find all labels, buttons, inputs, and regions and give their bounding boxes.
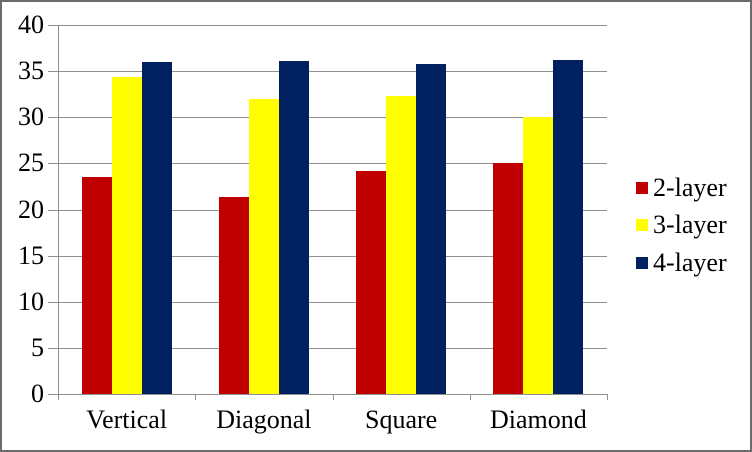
- x-axis-category-label: Diamond: [489, 405, 587, 434]
- y-axis-tick-label: 10: [18, 286, 44, 316]
- gridline: [58, 347, 607, 349]
- y-axis-tick-label: 30: [18, 102, 44, 132]
- legend-item-3-layer: 3-layer: [636, 207, 727, 245]
- y-axis-tick: [48, 255, 58, 257]
- y-axis-tick: [48, 394, 58, 395]
- legend: 2-layer 3-layer 4-layer: [636, 169, 727, 282]
- y-axis-tick: [48, 163, 58, 165]
- bar-4-layer-square: [416, 63, 447, 394]
- legend-label: 2-layer: [653, 172, 727, 202]
- bar-2-layer-square: [356, 170, 387, 394]
- legend-marker-icon: [636, 257, 648, 270]
- x-axis-category-label: Vertical: [86, 405, 168, 434]
- bar-2-layer-diagonal: [218, 196, 249, 394]
- y-axis-tick: [48, 209, 58, 211]
- bar-3-layer-square: [386, 96, 417, 394]
- y-axis-tick: [48, 25, 58, 26]
- legend-marker-icon: [636, 219, 648, 232]
- x-axis-category-label: Diagonal: [216, 405, 312, 434]
- x-axis-tick: [58, 394, 59, 400]
- legend-label: 4-layer: [653, 248, 727, 278]
- bar-3-layer-diagonal: [248, 98, 279, 394]
- gridline: [58, 163, 607, 165]
- x-axis-tick: [332, 394, 334, 400]
- x-axis-category-label: Square: [365, 405, 438, 434]
- bar-4-layer-diamond: [553, 60, 584, 394]
- bar-4-layer-vertical: [141, 61, 172, 394]
- gridline: [58, 301, 607, 303]
- gridline: [58, 209, 607, 211]
- y-axis-tick: [48, 71, 58, 73]
- y-axis-tick: [48, 301, 58, 303]
- legend-marker-icon: [636, 181, 648, 194]
- y-axis-tick-label: 35: [18, 56, 44, 86]
- bar-2-layer-vertical: [81, 177, 112, 394]
- x-axis-tick: [195, 394, 197, 400]
- y-axis-tick: [48, 347, 58, 349]
- legend-item-4-layer: 4-layer: [636, 244, 727, 282]
- y-axis-tick-label: 5: [31, 332, 44, 362]
- y-axis-line: [58, 25, 59, 394]
- y-axis-tick-label: 40: [18, 10, 44, 39]
- y-axis-tick-label: 0: [31, 379, 44, 408]
- gridline: [58, 117, 607, 119]
- y-axis-tick-label: 15: [18, 240, 44, 270]
- gridline: [58, 255, 607, 257]
- x-axis-tick: [607, 394, 608, 400]
- legend-label: 3-layer: [653, 210, 727, 240]
- x-axis-tick: [469, 394, 471, 400]
- y-axis-tick-label: 20: [18, 194, 44, 224]
- gridline: [58, 71, 607, 73]
- y-axis-tick-label: 25: [18, 148, 44, 178]
- y-axis-tick: [48, 117, 58, 119]
- gridline: [58, 25, 607, 26]
- bar-3-layer-diamond: [523, 117, 554, 394]
- bar-4-layer-diagonal: [278, 60, 309, 394]
- bar-2-layer-diamond: [493, 163, 524, 394]
- legend-item-2-layer: 2-layer: [636, 169, 727, 207]
- bar-3-layer-vertical: [111, 76, 142, 394]
